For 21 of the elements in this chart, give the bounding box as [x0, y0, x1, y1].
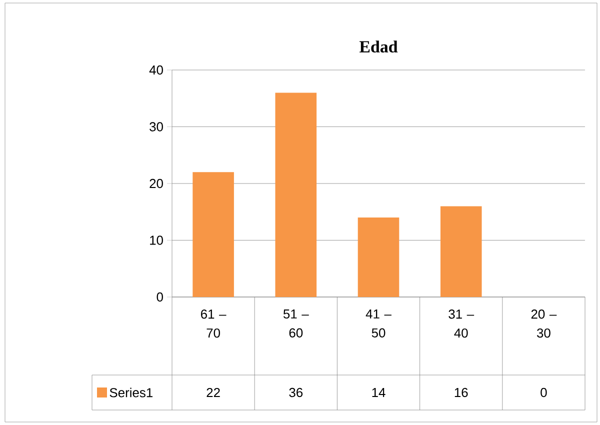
y-tick-label: 0 [156, 292, 163, 302]
x-tick-label: 31 – 40 [448, 310, 474, 338]
x-tick-label: 61 – 70 [201, 310, 226, 338]
bar [440, 206, 482, 297]
data-label: 22 [206, 388, 220, 398]
data-label: 16 [454, 388, 468, 398]
x-tick-label: 20 – 30 [531, 310, 557, 338]
data-label: 0 [540, 388, 547, 398]
y-tick-label: 20 [150, 178, 163, 188]
x-tick-label: 41 – 50 [366, 310, 392, 338]
x-tick-label: 51 – 60 [283, 310, 309, 338]
bar [192, 172, 234, 297]
bar [275, 92, 317, 297]
data-label: 36 [289, 388, 303, 398]
bar [358, 218, 400, 297]
legend-label: Series1 [110, 388, 152, 398]
chart-title: Edad [360, 40, 398, 53]
y-tick-label: 40 [149, 65, 163, 75]
y-tick-label: 10 [150, 236, 163, 245]
y-tick-label: 30 [150, 122, 163, 132]
data-label: 14 [372, 388, 386, 397]
